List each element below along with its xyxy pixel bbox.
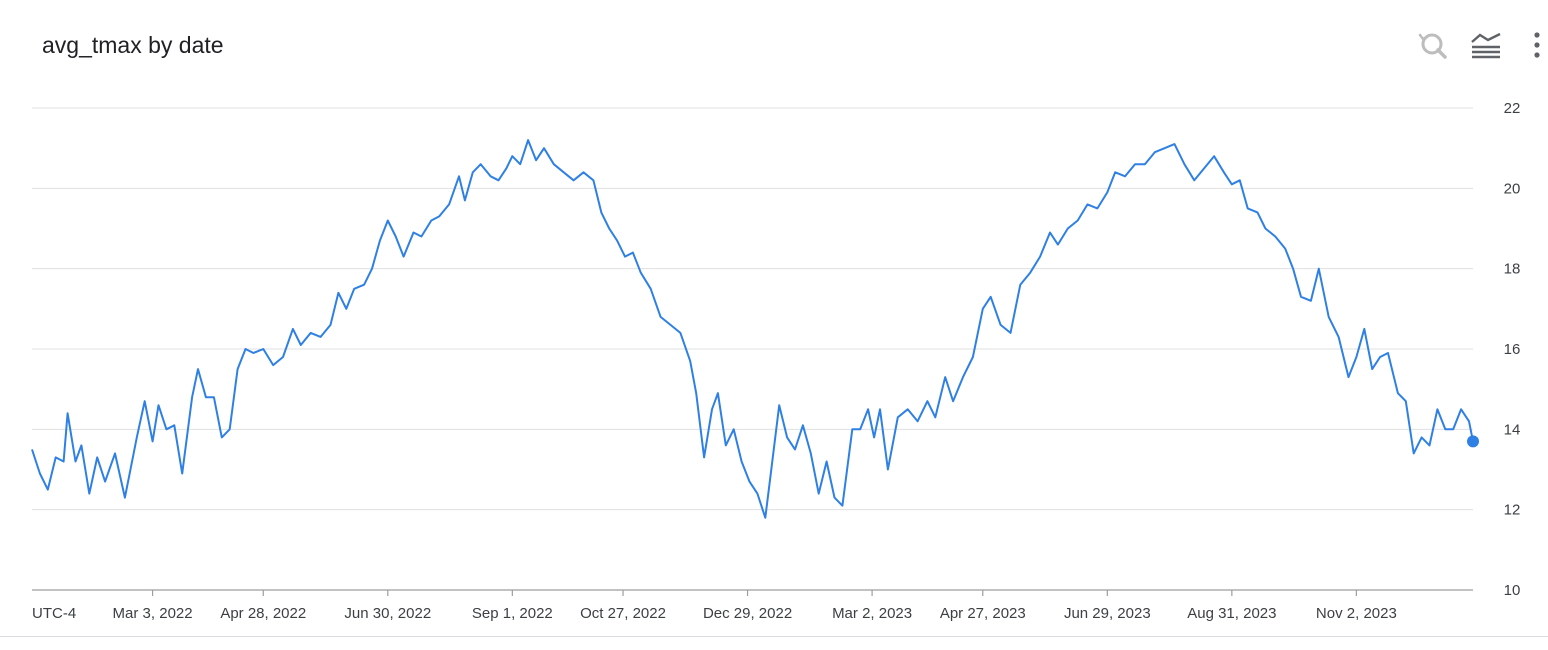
zoom-reset-icon[interactable] — [1410, 26, 1450, 66]
x-tick-label: Apr 28, 2022 — [220, 605, 306, 622]
y-tick-label: 22 — [1504, 100, 1521, 117]
card-bottom-divider — [0, 636, 1548, 637]
x-tick-label: Jun 30, 2022 — [344, 605, 431, 622]
y-tick-label: 20 — [1504, 180, 1521, 197]
x-tick-label: Mar 2, 2023 — [832, 605, 912, 622]
series-line — [31, 139, 1474, 519]
x-tick-label: Jun 29, 2023 — [1064, 605, 1151, 622]
y-tick-label: 10 — [1504, 582, 1521, 599]
x-tick-label: Mar 3, 2022 — [113, 605, 193, 622]
x-tick-label: Dec 29, 2022 — [703, 605, 792, 622]
chart-title: avg_tmax by date — [42, 32, 224, 58]
x-tick-label: Apr 27, 2023 — [940, 605, 1026, 622]
chart-toolbar — [1348, 26, 1548, 66]
y-tick-label: 16 — [1504, 341, 1521, 358]
x-tick-label: Oct 27, 2022 — [580, 605, 666, 622]
x-tick-label: Sep 1, 2022 — [472, 605, 553, 622]
x-tick-label: Aug 31, 2023 — [1187, 605, 1276, 622]
more-vert-icon[interactable] — [1508, 26, 1548, 66]
y-tick-label: 14 — [1504, 421, 1521, 438]
y-tick-label: 18 — [1504, 261, 1521, 278]
last-point-marker — [1467, 435, 1479, 448]
y-tick-label: 12 — [1504, 502, 1521, 519]
x-tick-label: Nov 2, 2023 — [1316, 605, 1397, 622]
legend-toggle-icon[interactable] — [1466, 26, 1506, 66]
x-axis-timezone-label: UTC-4 — [32, 605, 76, 622]
